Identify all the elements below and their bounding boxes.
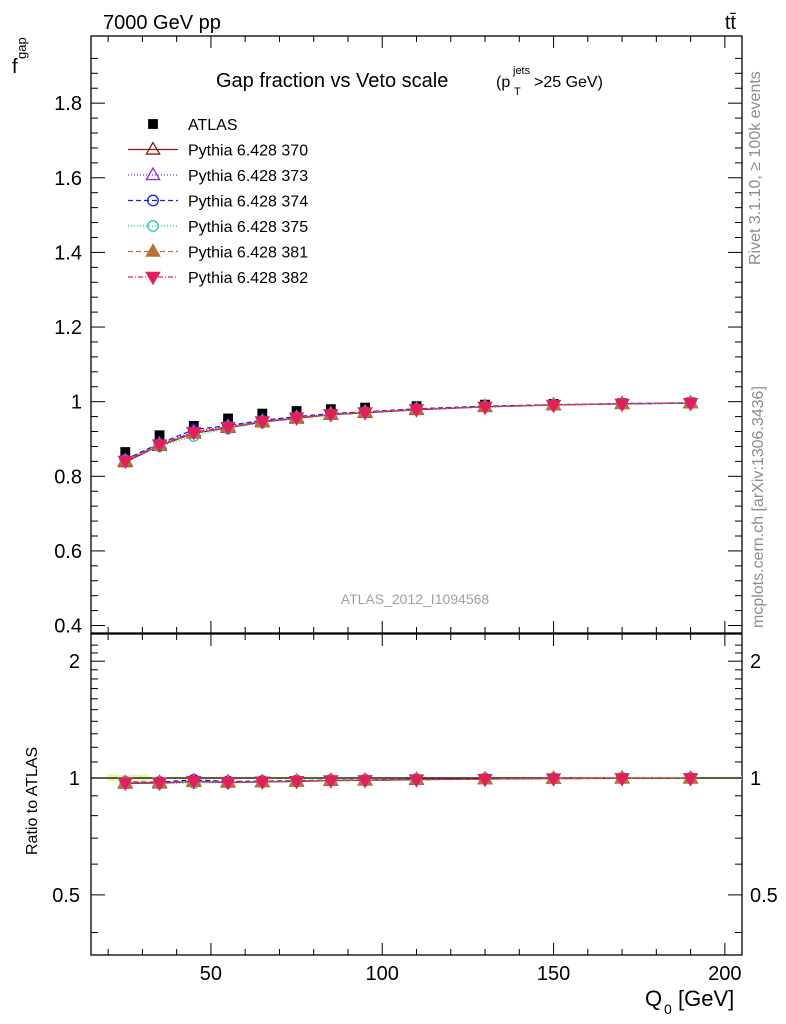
legend-entry-0: Pythia 6.428 370 bbox=[128, 141, 308, 160]
data-layer bbox=[120, 397, 696, 457]
series-point bbox=[288, 412, 305, 427]
ratio-point bbox=[323, 775, 339, 789]
x-tick-label: 200 bbox=[708, 963, 741, 985]
ratio-point bbox=[220, 776, 236, 791]
ratio-tick-label: 2 bbox=[69, 651, 80, 673]
legend-entry-data: ATLAS bbox=[148, 117, 238, 134]
legend-label: Pythia 6.428 373 bbox=[188, 168, 308, 185]
series-point bbox=[408, 404, 425, 418]
ratio-point bbox=[151, 777, 168, 792]
x-tick-label: 50 bbox=[200, 963, 222, 985]
chart-title-main: Gap fraction vs Veto scale bbox=[216, 70, 448, 92]
series-point bbox=[117, 455, 134, 470]
ratio-point bbox=[186, 775, 202, 790]
energy-label: 7000 GeV pp bbox=[103, 12, 221, 34]
x-tick-label: 150 bbox=[537, 963, 570, 985]
legend-marker bbox=[145, 166, 161, 181]
series-point bbox=[323, 409, 339, 423]
data-point bbox=[120, 447, 131, 457]
legend-entry-3: Pythia 6.428 375 bbox=[128, 219, 308, 236]
y-tick-label: 1.8 bbox=[54, 93, 82, 115]
series-point bbox=[682, 397, 699, 412]
legend-label: Pythia 6.428 382 bbox=[188, 270, 308, 287]
ratio-point bbox=[254, 776, 271, 791]
y-tick-label: 1.4 bbox=[54, 242, 82, 264]
legend-label: ATLAS bbox=[188, 117, 238, 134]
legend-marker bbox=[145, 271, 161, 286]
legend-marker bbox=[148, 119, 158, 129]
series-point bbox=[151, 439, 168, 453]
series-line bbox=[125, 402, 691, 462]
ratio-tick-label-right: 2 bbox=[750, 651, 761, 673]
ratio-point bbox=[682, 773, 699, 787]
ratio-tick-label: 1 bbox=[69, 768, 80, 790]
cut-suffix: >25 GeV) bbox=[534, 74, 603, 91]
y-axis-label: f bbox=[12, 56, 18, 78]
y-tick-label: 1.2 bbox=[54, 317, 82, 339]
series-layer bbox=[117, 394, 699, 792]
cut-sub: T bbox=[514, 86, 521, 98]
analysis-watermark: ATLAS_2012_I1094568 bbox=[341, 591, 490, 607]
legend-label: Pythia 6.428 374 bbox=[188, 194, 308, 211]
legend: ATLAS Pythia 6.428 370 Pythia 6.428 373 Pyt… bbox=[128, 117, 308, 287]
x-axis-label-sub: 0 bbox=[664, 1001, 672, 1017]
ratio-tick-label: 0.5 bbox=[52, 885, 80, 907]
axis-ticks: 50 100 150 200 0.4 0.6 0.8 1 1.2 1.4 1.6 1.8 0.5 0.5 1… bbox=[52, 36, 778, 985]
chart-title: Gap fraction vs Veto scale bbox=[216, 70, 448, 92]
legend-marker bbox=[147, 194, 159, 207]
legend-marker bbox=[145, 141, 161, 155]
x-axis-label-unit: [GeV] bbox=[678, 986, 734, 1011]
series-line bbox=[125, 402, 691, 462]
series-point bbox=[220, 421, 236, 436]
ratio-point bbox=[357, 775, 373, 789]
series-point bbox=[545, 399, 562, 414]
y-tick-label: 0.8 bbox=[54, 466, 82, 488]
series-line bbox=[125, 402, 691, 462]
series-line bbox=[124, 402, 691, 462]
series-line bbox=[125, 402, 691, 463]
series-5 bbox=[117, 397, 699, 792]
legend-marker bbox=[147, 220, 159, 232]
series-point bbox=[357, 407, 373, 421]
ratio-point bbox=[545, 773, 562, 787]
legend-label: Pythia 6.428 381 bbox=[188, 245, 308, 262]
y-tick-label: 1.6 bbox=[54, 168, 82, 190]
x-axis-label: Q bbox=[645, 986, 662, 1011]
ratio-point bbox=[477, 773, 493, 788]
y-tick-label: 0.4 bbox=[54, 616, 82, 638]
legend-label: Pythia 6.428 370 bbox=[188, 143, 308, 160]
y-axis-label-main: f bbox=[12, 56, 18, 78]
legend-entry-2: Pythia 6.428 374 bbox=[128, 194, 308, 211]
mcplots-label: mcplots.cern.ch [arXiv:1306.3436] bbox=[750, 386, 767, 628]
legend-label: Pythia 6.428 375 bbox=[188, 219, 308, 236]
y-axis-label-sub: gap bbox=[14, 37, 29, 59]
legend-entry-4: Pythia 6.428 381 bbox=[128, 243, 308, 262]
data-point bbox=[154, 430, 165, 441]
ratio-tick-label-right: 1 bbox=[750, 768, 761, 790]
cut-sup: jets bbox=[512, 65, 531, 77]
series-point bbox=[186, 427, 202, 441]
legend-entry-1: Pythia 6.428 373 bbox=[128, 166, 308, 185]
ratio-point bbox=[117, 777, 134, 792]
legend-marker bbox=[145, 243, 161, 257]
legend-entry-5: Pythia 6.428 382 bbox=[128, 270, 308, 287]
process-label: tt̄ bbox=[725, 12, 737, 34]
y-tick-label: 1 bbox=[71, 392, 82, 414]
series-point bbox=[477, 401, 493, 416]
chart-title-cut: (p bbox=[496, 74, 510, 91]
cut-prefix: (p bbox=[496, 74, 510, 91]
ratio-tick-label-right: 0.5 bbox=[750, 885, 778, 907]
ratio-y-axis-label: Ratio to ATLAS bbox=[24, 747, 41, 855]
ratio-panel-frame bbox=[90, 633, 743, 956]
series-point bbox=[614, 398, 630, 413]
rivet-label: Rivet 3.1.10, ≥ 100k events bbox=[747, 71, 764, 265]
series-point bbox=[254, 416, 271, 430]
ratio-point bbox=[288, 775, 305, 790]
x-tick-label: 100 bbox=[366, 963, 399, 985]
x-axis-label-main: Q bbox=[645, 986, 662, 1011]
y-tick-label: 0.6 bbox=[54, 541, 82, 563]
ratio-point bbox=[408, 774, 425, 788]
ratio-point bbox=[614, 773, 630, 787]
